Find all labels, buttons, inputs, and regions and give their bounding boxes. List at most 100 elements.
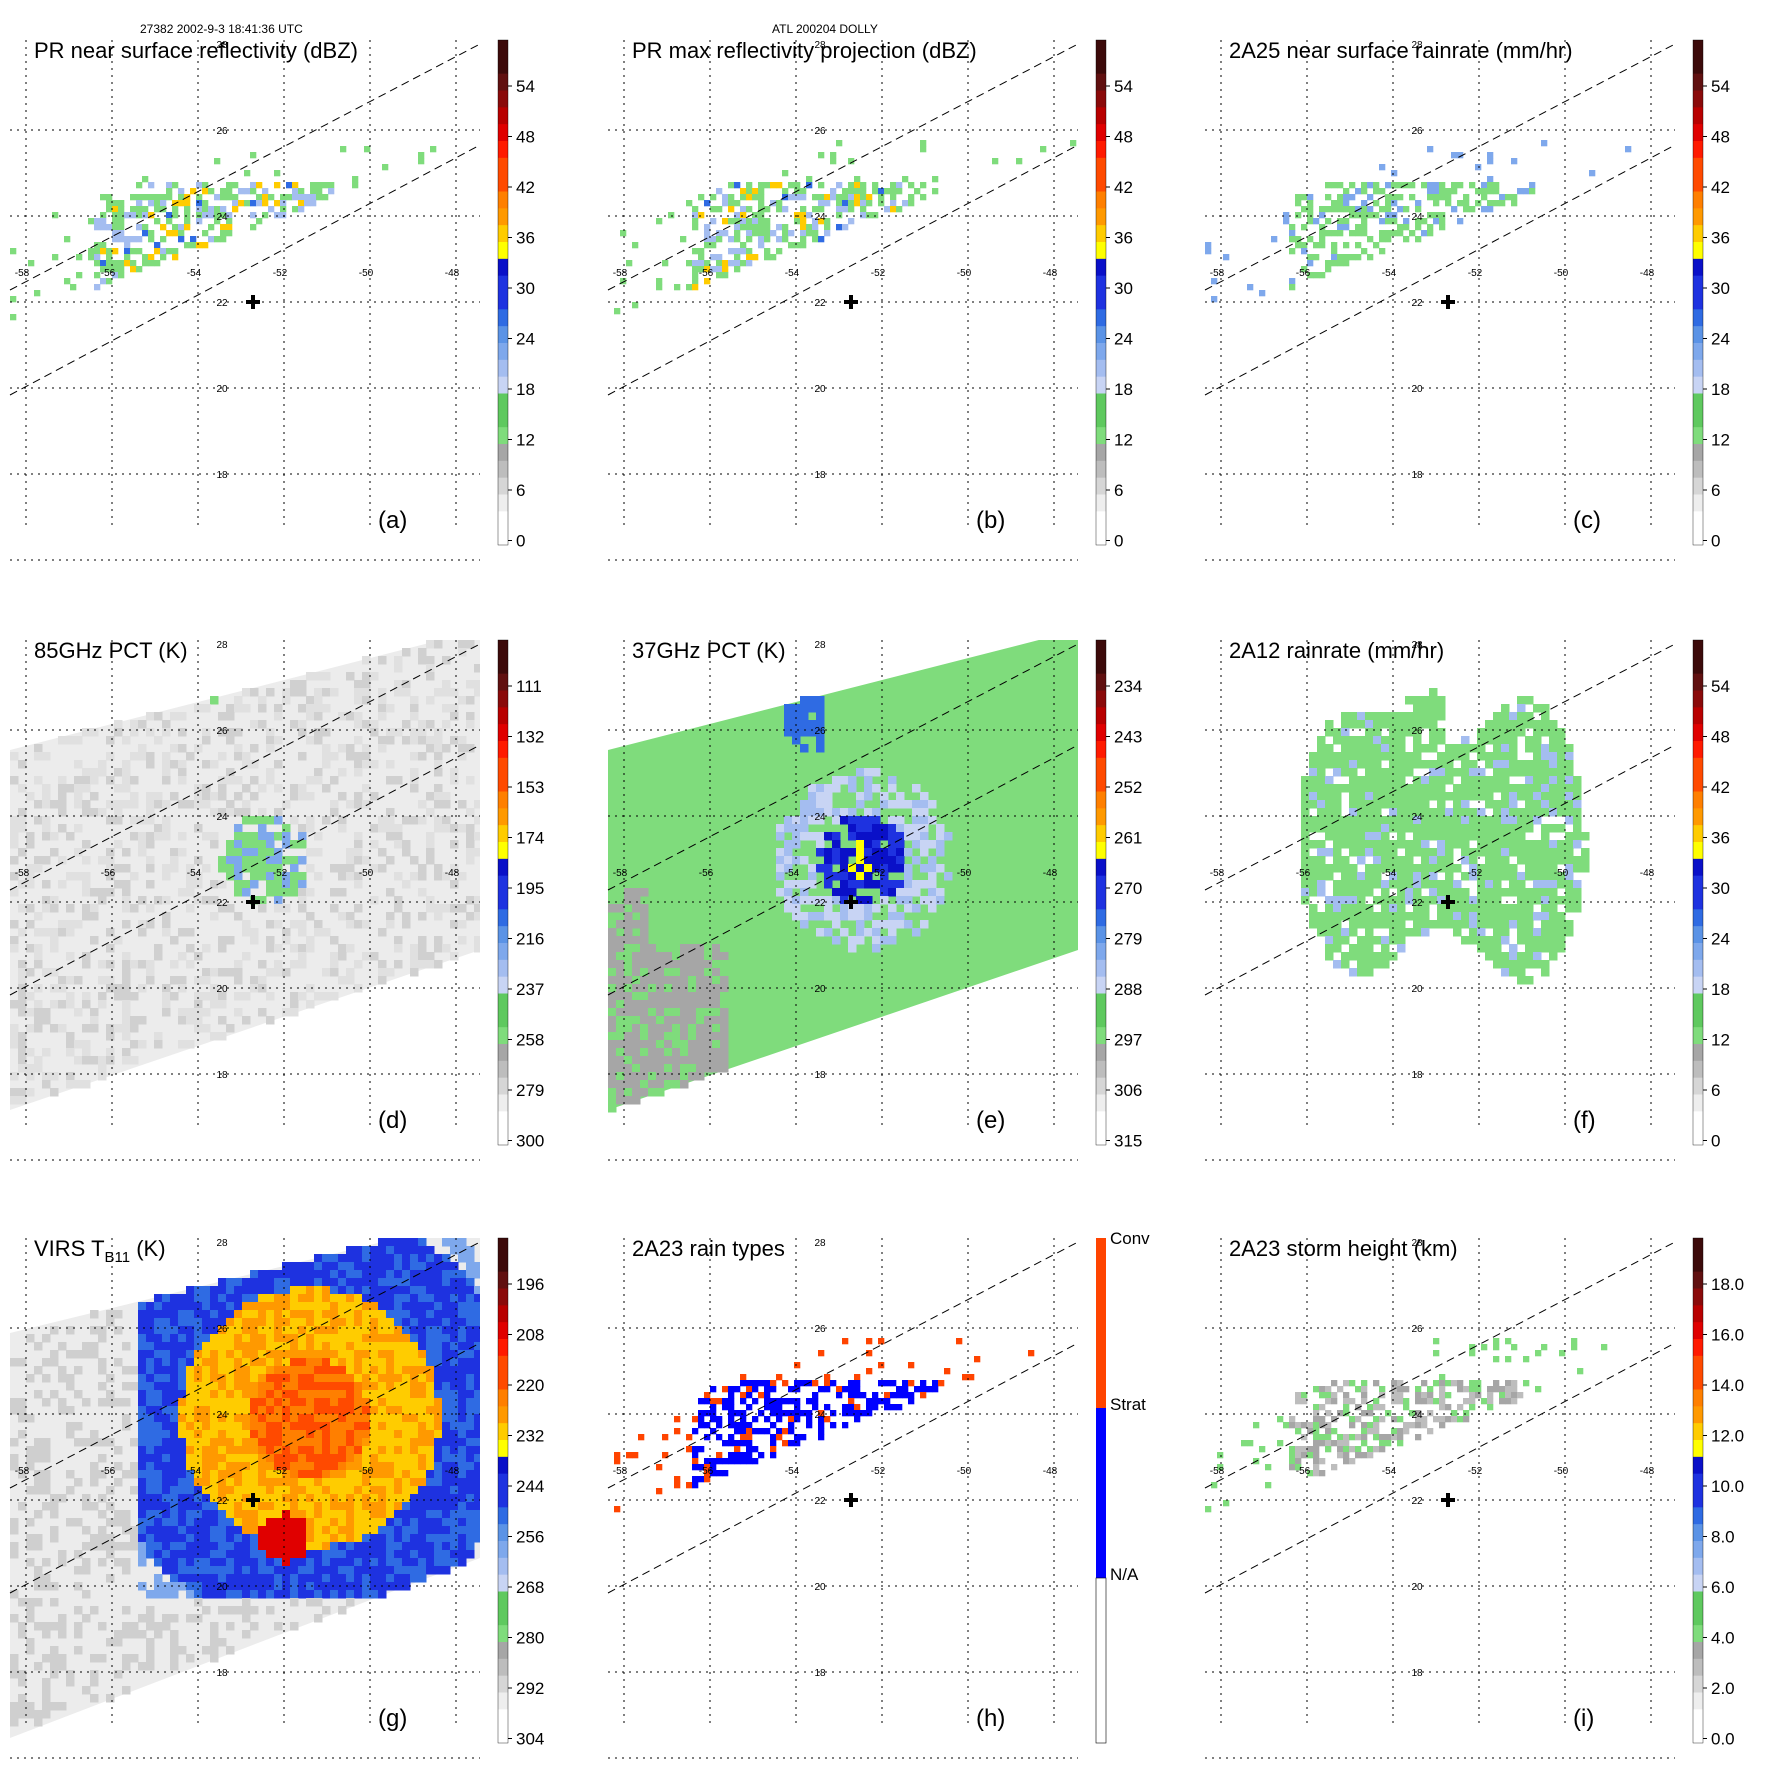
colorbar-label: 6 [1711,1081,1720,1100]
colorbar-label: 36 [1114,229,1133,248]
lat-label: 22 [216,298,228,309]
lon-label: -52 [273,868,288,879]
colorbar-label: 0 [1114,532,1123,551]
lon-label: -54 [785,868,800,879]
lat-label: 24 [1411,812,1423,823]
colorbar-label: 220 [516,1376,544,1395]
swath-edge-left [1205,44,1675,290]
panel-letter: (d) [378,1107,407,1134]
colorbar-label: Strat [1110,1395,1146,1414]
lon-label: -56 [101,868,116,879]
lon-label: -54 [187,1466,202,1477]
panel-letter: (b) [976,507,1005,534]
colorbar-label: 16.0 [1711,1326,1744,1345]
colorbar-label: 14.0 [1711,1376,1744,1395]
lat-label: 24 [1411,212,1423,223]
panel-title: 2A25 near surface rainrate (mm/hr) [1229,38,1573,63]
lon-label: -54 [187,868,202,879]
lat-label: 26 [1411,1324,1423,1335]
colorbar-label: 279 [516,1081,544,1100]
lat-label: 18 [216,1668,228,1679]
colorbar-label: 42 [1114,178,1133,197]
colorbar-label: 8.0 [1711,1528,1735,1547]
plus-icon [844,1493,858,1507]
storm-name-header: ATL 200204 DOLLY [772,22,878,36]
lat-lon-grid [1205,40,1675,560]
colorbar-label: 42 [1711,178,1730,197]
colorbar-label: 24 [1114,330,1133,349]
colorbar-label: 4.0 [1711,1629,1735,1648]
colorbar-label: 304 [516,1730,544,1749]
colorbar-label: 280 [516,1629,544,1648]
panel-letter: (a) [378,507,407,534]
lat-label: 22 [814,898,826,909]
lon-label: -54 [785,268,800,279]
lon-label: -48 [1640,268,1655,279]
colorbar-label: 18 [1711,380,1730,399]
colorbar-label: 24 [516,330,535,349]
panel-letter: (c) [1573,507,1601,534]
lon-label: -50 [359,268,374,279]
lon-label: -48 [1640,1466,1655,1477]
colorbar-label: 268 [516,1578,544,1597]
lat-lon-grid [10,40,480,560]
colorbar-label: 24 [1711,930,1730,949]
colorbar-label: 237 [516,980,544,999]
colorbar-label: 12.0 [1711,1427,1744,1446]
lon-label: -58 [15,868,30,879]
lon-label: -48 [445,268,460,279]
panel-letter: (g) [378,1705,407,1732]
colorbar-label: 12 [516,431,535,450]
lon-label: -56 [101,1466,116,1477]
lat-label: 28 [216,1238,228,1249]
swath-edge-left [608,1242,1078,1488]
plus-icon [246,295,260,309]
lat-label: 24 [814,1410,826,1421]
colorbar-label: 18 [516,380,535,399]
colorbar-label: 6 [1711,481,1720,500]
lat-label: 28 [216,640,228,651]
colorbar-label: Conv [1110,1229,1150,1248]
lon-label: -56 [1296,868,1311,879]
field-h [614,1338,1034,1512]
colorbar-label: 6 [1114,481,1123,500]
colorbar-label: 10.0 [1711,1477,1744,1496]
colorbar-label: 300 [516,1132,544,1151]
lat-label: 20 [1411,1582,1423,1593]
lat-label: 18 [1411,1070,1423,1081]
colorbar-label: 297 [1114,1031,1142,1050]
lat-label: 26 [814,126,826,137]
lon-label: -58 [15,268,30,279]
colorbar-label: 252 [1114,778,1142,797]
lon-label: -58 [613,868,628,879]
lon-label: -56 [1296,268,1311,279]
lat-label: 26 [216,726,228,737]
lon-label: -52 [1468,268,1483,279]
lat-label: 24 [216,812,228,823]
swath-edge-right [608,1343,1078,1593]
lon-label: -54 [187,268,202,279]
lat-label: 18 [814,1668,826,1679]
lat-label: 22 [1411,1496,1423,1507]
lat-label: 18 [1411,470,1423,481]
colorbar-label: 30 [1114,279,1133,298]
colorbar-label: N/A [1110,1565,1139,1584]
lat-label: 20 [814,1582,826,1593]
colorbar-label: 42 [1711,778,1730,797]
field-a [10,146,436,320]
lon-label: -54 [1382,1466,1397,1477]
colorbar-label: 36 [1711,229,1730,248]
lon-label: -56 [101,268,116,279]
lat-label: 22 [814,298,826,309]
lat-label: 20 [216,984,228,995]
lat-label: 18 [216,470,228,481]
colorbar-label: 288 [1114,980,1142,999]
lon-label: -52 [871,1466,886,1477]
panel-title: PR near surface reflectivity (dBZ) [34,38,358,63]
